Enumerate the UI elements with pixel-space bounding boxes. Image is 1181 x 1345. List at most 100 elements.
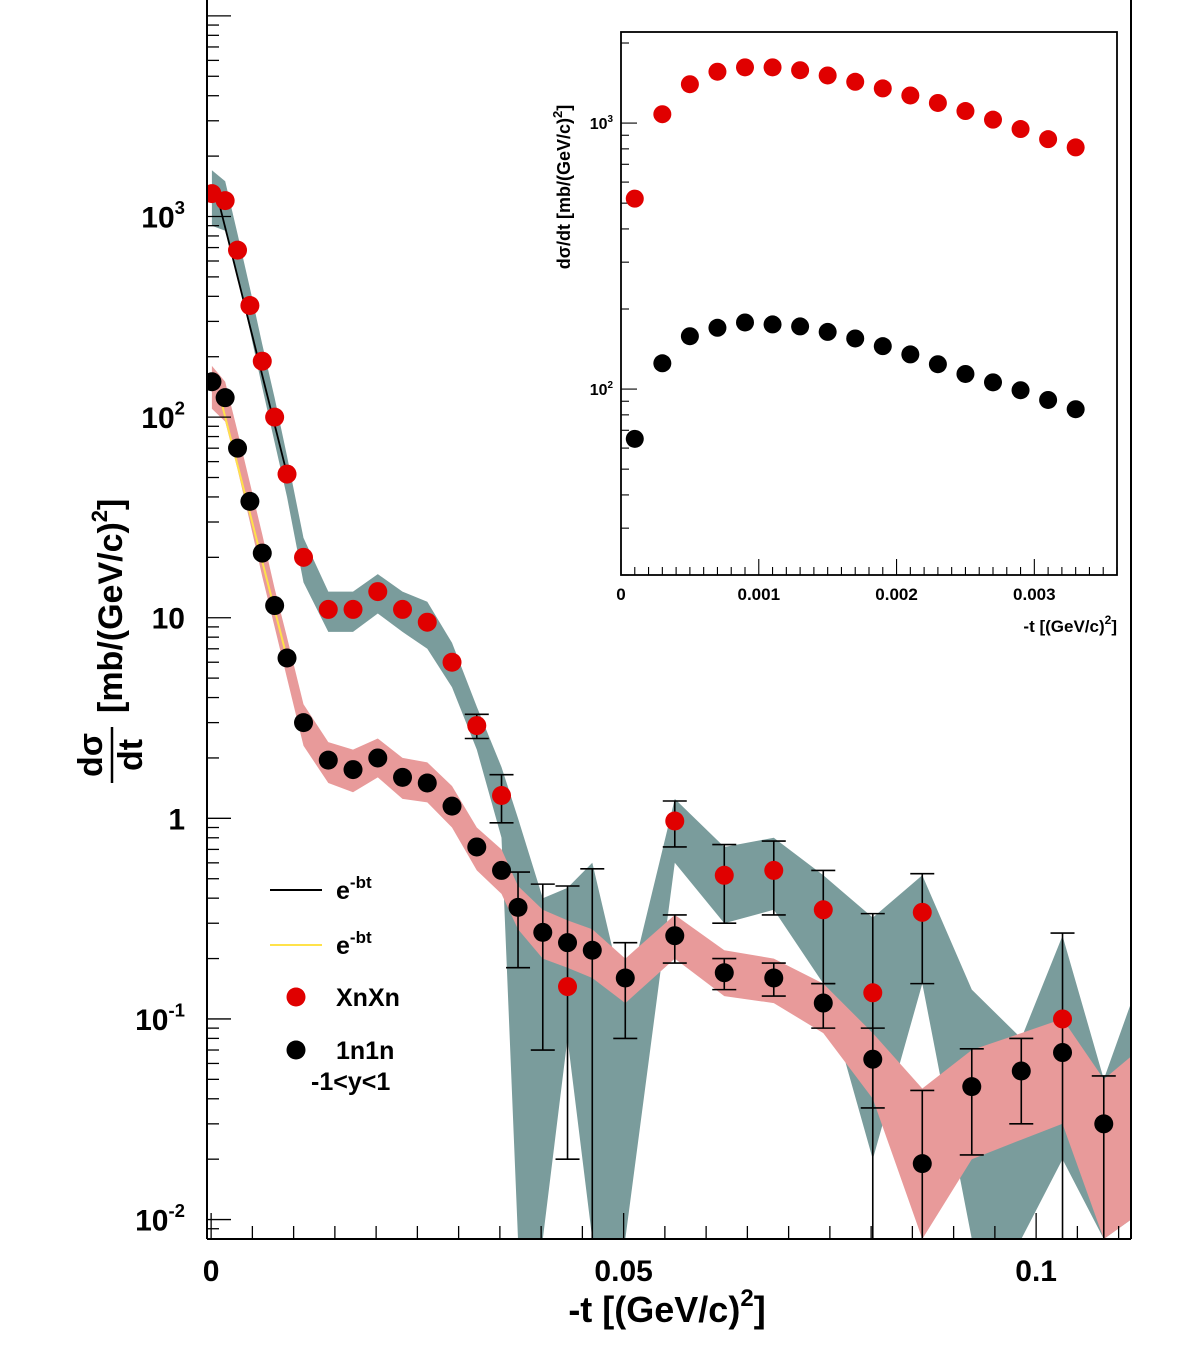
y-axis-title-numerator: dσ <box>72 733 110 777</box>
point-xnxn-17 <box>665 811 685 831</box>
x-axis-title-sup: 2 <box>740 1285 753 1312</box>
inset-x-tick-label-2: 0.002 <box>875 585 918 604</box>
point-1n1n-18 <box>558 933 578 953</box>
inset-x-axis-title: -t [(GeV/c)2] <box>1023 613 1117 636</box>
y-axis-title-sup: 2 <box>87 510 112 522</box>
point-1n1n-17 <box>533 922 553 942</box>
inset-point-xnxn-16 <box>1066 138 1085 157</box>
inset-x-axis-title-sup: 2 <box>1105 613 1112 627</box>
inset-point-xnxn-9 <box>873 79 892 98</box>
legend-label-1: e-bt <box>336 873 372 905</box>
inset-point-1n1n-0 <box>625 429 644 448</box>
point-xnxn-23 <box>1053 1009 1073 1029</box>
inset-point-xnxn-2 <box>680 75 699 94</box>
inset-plot: 10 2 103 0 0.001 0.002 0.003 -t [(GeV/c)2] dσ/dt… <box>550 31 1118 636</box>
point-xnxn-3 <box>240 296 260 316</box>
y-tick-label-5-base: 10 <box>141 201 174 234</box>
point-1n1n-21 <box>665 926 685 946</box>
point-xnxn-4 <box>252 351 272 371</box>
inset-point-1n1n-16 <box>1066 400 1085 419</box>
inset-point-1n1n-4 <box>736 313 754 332</box>
x-axis-title-main: -t [(GeV/c) <box>568 1289 740 1330</box>
inset-point-xnxn-11 <box>928 93 947 112</box>
x-axis-title: -t [(GeV/c)2] <box>568 1285 765 1330</box>
inset-point-1n1n-5 <box>763 315 782 334</box>
point-xnxn-18 <box>714 865 734 885</box>
point-xnxn-20 <box>813 900 833 920</box>
legend-label-text: e <box>336 877 350 905</box>
inset-point-1n1n-3 <box>708 318 727 337</box>
point-1n1n-0 <box>207 372 222 392</box>
y-tick-label-5: 103 <box>141 197 185 235</box>
point-xnxn-19 <box>764 860 784 880</box>
point-xnxn-1 <box>215 191 235 211</box>
y-tick-label-0-base: 10 <box>135 1205 168 1238</box>
inset-point-xnxn-4 <box>736 58 754 77</box>
y-tick-label-3-base: 10 <box>152 603 185 636</box>
inset-point-xnxn-5 <box>763 58 782 77</box>
y-tick-label-4: 102 <box>141 398 185 436</box>
inset-point-xnxn-7 <box>818 66 837 85</box>
inset-x-tick-label-1: 0.001 <box>738 585 781 604</box>
legend-label-text: XnXn <box>336 984 400 1012</box>
legend-label-text: 1n1n <box>336 1037 394 1065</box>
inset-point-1n1n-14 <box>1011 381 1030 400</box>
point-1n1n-6 <box>277 648 297 668</box>
point-xnxn-9 <box>343 599 363 619</box>
point-1n1n-9 <box>343 760 363 780</box>
legend-note: -1<y<1 <box>311 1068 390 1096</box>
inset-point-1n1n-12 <box>956 364 975 383</box>
point-1n1n-5 <box>265 596 285 616</box>
inset-point-1n1n-11 <box>928 355 947 374</box>
legend-label-2: e-bt <box>336 928 372 960</box>
inset-y-axis-title-main: dσ/dt [mb/(GeV/c) <box>554 118 574 269</box>
point-1n1n-25 <box>863 1049 883 1069</box>
point-1n1n-24 <box>813 993 833 1013</box>
point-xnxn-14 <box>467 716 487 736</box>
point-1n1n-14 <box>467 837 487 857</box>
inset-y-axis-title-text: dσ/dt [mb/(GeV/c)2] <box>550 105 574 270</box>
band-xnxn <box>211 170 1131 1239</box>
point-1n1n-28 <box>1011 1061 1031 1081</box>
y-axis-title-main: [mb/(GeV/c) <box>92 522 130 713</box>
point-xnxn-6 <box>277 464 297 484</box>
point-xnxn-11 <box>393 599 413 619</box>
point-1n1n-29 <box>1053 1043 1073 1063</box>
point-1n1n-11 <box>393 767 413 787</box>
y-tick-label-1-base: 10 <box>135 1004 168 1037</box>
point-1n1n-8 <box>318 750 338 770</box>
x-axis-title-end: ] <box>754 1289 766 1330</box>
legend-label-sup: -bt <box>350 928 372 947</box>
y-tick-label-5-exp: 3 <box>175 197 185 218</box>
y-tick-label-2-base: 1 <box>168 803 185 836</box>
inset-x-tick-label-3: 0.003 <box>1013 585 1056 604</box>
point-xnxn-5 <box>265 407 285 427</box>
inset-point-1n1n-8 <box>846 329 865 348</box>
inset-point-1n1n-15 <box>1039 390 1058 409</box>
legend-label-3: XnXn <box>336 984 400 1012</box>
point-1n1n-1 <box>215 388 235 408</box>
y-tick-label-4-base: 10 <box>141 402 174 435</box>
inset-point-1n1n-13 <box>984 373 1002 392</box>
inset-point-xnxn-8 <box>846 72 865 91</box>
point-xnxn-15 <box>492 785 512 805</box>
inset-point-xnxn-3 <box>708 62 727 81</box>
point-1n1n-3 <box>240 491 260 511</box>
point-1n1n-27 <box>962 1077 982 1097</box>
y-tick-label-1-exp: -1 <box>168 999 185 1020</box>
y-tick-label-3: 10 <box>152 603 185 636</box>
inset-y-axis-title-end: ] <box>554 105 574 111</box>
point-1n1n-23 <box>764 968 784 988</box>
inset-y-tick-label-0-base: 10 <box>590 382 608 399</box>
legend-label-text: e <box>336 932 350 960</box>
point-1n1n-13 <box>442 796 462 816</box>
inset-x-tick-label-0: 0 <box>616 585 625 604</box>
point-xnxn-2 <box>228 240 248 260</box>
point-xnxn-8 <box>318 599 338 619</box>
inset-point-1n1n-10 <box>901 345 920 364</box>
inset-y-tick-label-1: 103 <box>590 114 614 133</box>
inset-point-1n1n-7 <box>818 322 837 341</box>
y-axis-title-end: ] <box>92 499 130 510</box>
